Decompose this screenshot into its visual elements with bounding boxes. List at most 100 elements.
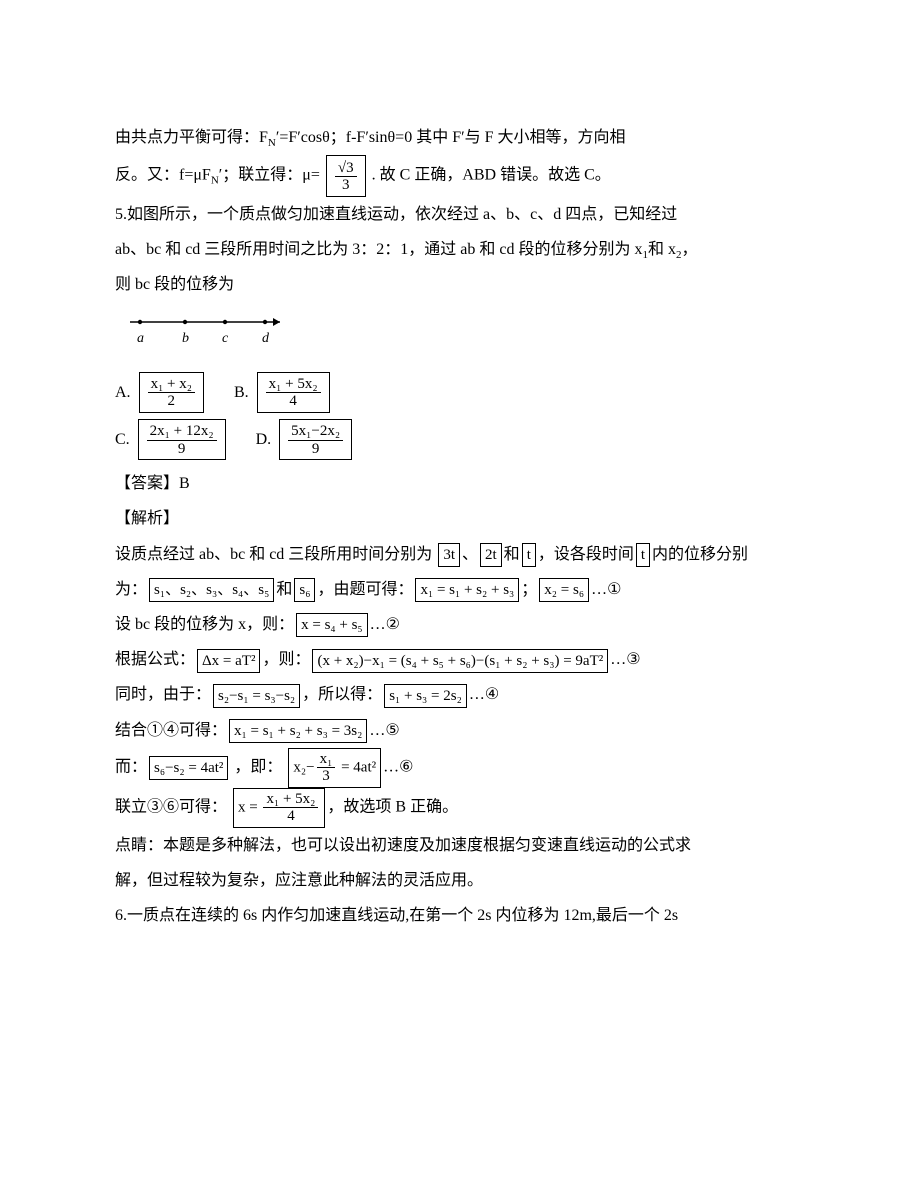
box-eq9: s₆−s₂ = 4at² [149,756,228,780]
text: ，则： [262,651,310,668]
option-c: C. 2x₁ + 12x₂ 9 [115,419,228,460]
text: 结合①④可得： [115,722,227,739]
text: 一质点在连续的 6s 内作匀加速直线运动,在第一个 2s 内位移为 12m,最后… [127,907,678,924]
text: 、 [462,546,478,563]
box-eq1: x₁ = s₁ + s₂ + s₃ [415,578,519,602]
explain-line2: 为：s₁、s₂、s₃、s₄、s₅和s₆，由题可得：x₁ = s₁ + s₂ + … [115,572,805,607]
answer-label: 【答案】 [115,475,179,492]
boxed-fraction-sqrt3-3: √3 3 [326,155,366,196]
explain-line5: 同时，由于：s₂−s₁ = s₃−s₂，所以得：s₁ + s₃ = 2s₂…④ [115,677,805,712]
box-eq10: x₂−x₁3 = 4at² [288,748,381,788]
text: ；联立得：μ= [222,167,320,184]
numerator: x₁ + 5x₂ [266,376,321,394]
text: ，故选项 B 正确。 [327,798,458,815]
fraction: 2x₁ + 12x₂ 9 [147,423,217,457]
pt-d: d [262,331,270,346]
intro-line2: 反。又：f=μFN′；联立得：μ= √3 3 . 故 C 正确，ABD 错误。故… [115,155,805,196]
text: 解，但过程较为复杂，应注意此种解法的灵活应用。 [115,872,483,889]
text: 则 bc 段的位移为 [115,276,234,293]
denominator: 4 [266,393,321,410]
text: 内的位移分别 [652,546,748,563]
option-d: D. 5x₁−2x₂ 9 [256,419,354,460]
explain-line1: 设质点经过 ab、bc 和 cd 三段所用时间分别为 3t、2t和t，设各段时间… [115,537,805,572]
denominator: 9 [147,441,217,458]
options-row-1: A. x₁ + x₂ 2 B. x₁ + 5x₂ 4 [115,372,805,413]
text: ，所以得： [302,686,382,703]
explain-line6: 结合①④可得：x₁ = s₁ + s₂ + s₃ = 3s₂…⑤ [115,713,805,748]
box-eq11: x = x₁ + 5x₂4 [233,788,325,828]
explain-label: 【解析】 [115,501,805,536]
pt-b: b [182,331,189,346]
text: 设 bc 段的位移为 x，则： [115,616,294,633]
box-eq4: Δx = aT² [197,649,260,673]
text: 联立③⑥可得： [115,798,227,815]
explain-note1: 点睛：本题是多种解法，也可以设出初速度及加速度根据匀变速直线运动的公式求 [115,828,805,863]
eq11-prefix: x = [238,799,261,815]
text: ，即： [230,758,282,775]
explain-line7: 而：s₆−s₂ = 4at² ，即： x₂−x₁3 = 4at² …⑥ [115,748,805,788]
denominator: 3 [317,768,336,785]
text: 设质点经过 ab、bc 和 cd 三段所用时间分别为 [115,546,432,563]
box-s1-5: s₁、s₂、s₃、s₄、s₅ [149,578,274,602]
explain-line3: 设 bc 段的位移为 x，则：x = s₄ + s₅…② [115,607,805,642]
text: ； [521,581,537,598]
fraction: √3 3 [335,160,357,194]
explain-note2: 解，但过程较为复杂，应注意此种解法的灵活应用。 [115,863,805,898]
text: …⑤ [369,722,399,739]
denominator: 9 [288,441,343,458]
box-eq3: x = s₄ + s₅ [296,613,368,637]
q5-number: 5. [115,206,127,223]
text: …① [591,581,621,598]
boxed-fraction: x₁ + 5x₂ 4 [257,372,330,413]
denominator: 4 [263,808,318,825]
text: …② [370,616,400,633]
text: 如图所示，一个质点做匀加速直线运动，依次经过 a、b、c、d 四点，已知经过 [127,206,677,223]
text: 【解析】 [115,510,179,527]
text: …④ [469,686,499,703]
q6-stem: 6.一质点在连续的 6s 内作匀加速直线运动,在第一个 2s 内位移为 12m,… [115,898,805,933]
explain-line8: 联立③⑥可得： x = x₁ + 5x₂4 ，故选项 B 正确。 [115,788,805,828]
text: 根据公式： [115,651,195,668]
text: ，由题可得： [317,581,413,598]
line-diagram: a b c d [125,310,805,363]
numerator: x₁ [317,751,336,769]
q5-stem-line1: 5.如图所示，一个质点做匀加速直线运动，依次经过 a、b、c、d 四点，已知经过 [115,197,805,232]
text: 反。又：f=μF [115,167,211,184]
numerator: x₁ + x₂ [148,376,195,394]
box-eq2: x₂ = s₆ [539,578,589,602]
box-eq8: x₁ = s₁ + s₂ + s₃ = 3s₂ [229,719,367,743]
text: ， [682,241,698,258]
answer-value: B [179,475,190,492]
option-a: A. x₁ + x₂ 2 [115,372,206,413]
numerator: 2x₁ + 12x₂ [147,423,217,441]
option-label: D. [256,422,272,457]
text: …③ [610,651,640,668]
fraction: x₁ + 5x₂4 [263,791,318,825]
pt-a: a [137,331,144,346]
box-t2: t [636,543,650,567]
text: 和 [276,581,292,598]
fraction: x₁ + x₂ 2 [148,376,195,410]
text: . 故 C 正确，ABD 错误。故选 C。 [372,167,611,184]
text: 同时，由于： [115,686,211,703]
subscript-N: N [268,137,276,149]
text: 为： [115,581,147,598]
text: 而： [115,758,147,775]
eq10-suffix: = 4at² [337,759,376,775]
boxed-fraction: 5x₁−2x₂ 9 [279,419,352,460]
box-t: t [522,543,536,567]
text: =F′cosθ；f-F′sinθ=0 其中 F′与 F 大小相等，方向相 [279,129,625,146]
box-s6: s₆ [294,578,315,602]
boxed-fraction: 2x₁ + 12x₂ 9 [138,419,226,460]
eq10-prefix: x₂− [293,759,314,775]
box-3t: 3t [438,543,460,567]
box-eq6: s₂−s₁ = s₃−s₂ [213,684,300,708]
option-label: A. [115,375,131,410]
option-label: B. [234,375,249,410]
diagram-svg: a b c d [125,310,295,350]
q5-stem-line2: ab、bc 和 cd 三段所用时间之比为 3：2：1，通过 ab 和 cd 段的… [115,232,805,267]
q6-number: 6. [115,907,127,924]
text: …⑥ [383,758,413,775]
fraction: x₁ + 5x₂ 4 [266,376,321,410]
denominator: 3 [335,177,357,194]
